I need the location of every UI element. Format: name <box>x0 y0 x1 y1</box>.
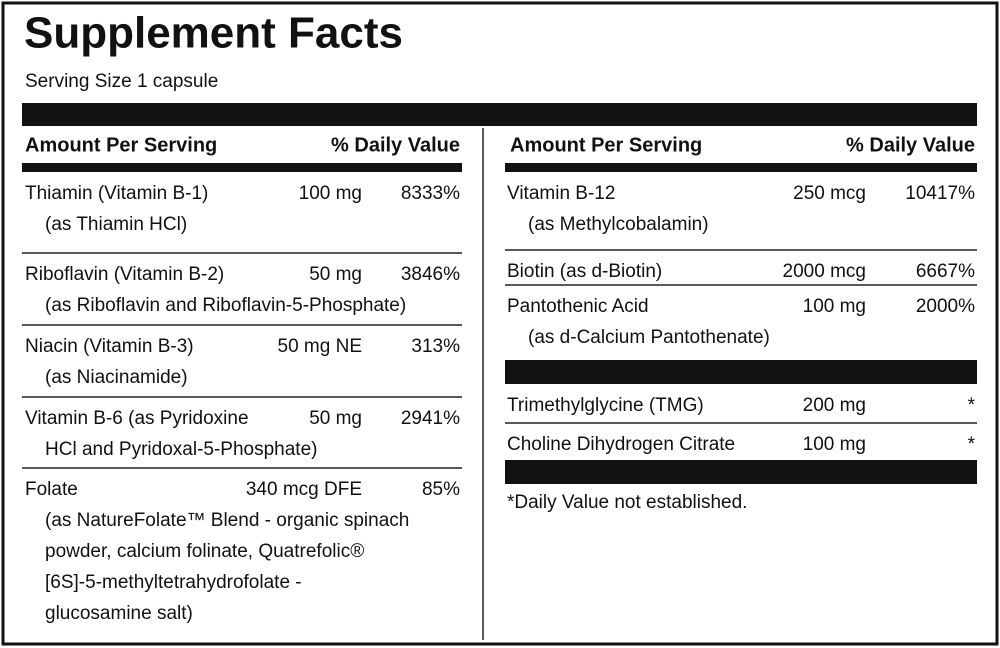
daily-value: 2941% <box>401 408 460 429</box>
serving-size: Serving Size 1 capsule <box>25 71 218 92</box>
daily-value: 10417% <box>905 183 975 204</box>
left-header-dv: % Daily Value <box>331 134 460 156</box>
nutrient-amount: 50 mg NE <box>278 336 362 357</box>
nutrient-amount: 250 mcg <box>793 183 866 204</box>
daily-value: 6667% <box>916 261 975 282</box>
nutrient-source: powder, calcium folinate, Quatrefolic® <box>45 541 364 562</box>
daily-value: 85% <box>422 479 460 500</box>
nutrient-amount: 100 mg <box>803 434 866 455</box>
nutrient-name: Pantothenic Acid <box>507 296 649 317</box>
right-header-amount: Amount Per Serving <box>510 134 702 156</box>
header-bar <box>22 163 462 172</box>
daily-value: 3846% <box>401 264 460 285</box>
section-bar <box>505 460 977 484</box>
nutrient-source: (as Riboflavin and Riboflavin-5-Phosphat… <box>45 295 406 316</box>
nutrient-amount: 50 mg <box>309 408 362 429</box>
footnote: *Daily Value not established. <box>507 492 747 513</box>
nutrient-source: (as Thiamin HCl) <box>45 214 187 235</box>
right-header-dv: % Daily Value <box>846 134 975 156</box>
thick-bar <box>22 103 977 126</box>
nutrient-name: Riboflavin (Vitamin B-2) <box>25 264 224 285</box>
nutrient-name: Trimethylglycine (TMG) <box>507 395 704 416</box>
nutrient-amount: 340 mcg DFE <box>246 479 362 500</box>
title: Supplement Facts <box>24 9 403 58</box>
nutrient-amount: 200 mg <box>803 395 866 416</box>
nutrient-source: (as NatureFolate™ Blend - organic spinac… <box>45 510 409 531</box>
nutrient-amount: 100 mg <box>803 296 866 317</box>
header-bar <box>505 163 977 172</box>
section-bar <box>505 360 977 384</box>
daily-value: * <box>968 395 976 416</box>
nutrient-name: Niacin (Vitamin B-3) <box>25 336 194 357</box>
nutrient-amount: 100 mg <box>299 183 362 204</box>
nutrient-source: (as d-Calcium Pantothenate) <box>528 327 770 348</box>
nutrient-source: glucosamine salt) <box>45 603 193 624</box>
left-header-amount: Amount Per Serving <box>25 134 217 156</box>
nutrient-source: HCl and Pyridoxal-5-Phosphate) <box>45 439 317 460</box>
daily-value: * <box>968 434 976 455</box>
nutrient-amount: 2000 mcg <box>783 261 866 282</box>
nutrient-amount: 50 mg <box>309 264 362 285</box>
nutrient-name: Thiamin (Vitamin B-1) <box>25 183 208 204</box>
nutrient-source: (as Methylcobalamin) <box>528 214 709 235</box>
daily-value: 2000% <box>916 296 975 317</box>
nutrient-name: Biotin (as d-Biotin) <box>507 261 662 282</box>
daily-value: 313% <box>411 336 460 357</box>
nutrient-source: (as Niacinamide) <box>45 367 188 388</box>
daily-value: 8333% <box>401 183 460 204</box>
nutrient-name: Folate <box>25 479 78 500</box>
nutrient-name: Vitamin B-12 <box>507 183 615 204</box>
nutrient-name: Choline Dihydrogen Citrate <box>507 434 735 455</box>
nutrient-name: Vitamin B-6 (as Pyridoxine <box>25 408 249 429</box>
nutrient-source: [6S]-5-methyltetrahydrofolate - <box>45 572 302 593</box>
